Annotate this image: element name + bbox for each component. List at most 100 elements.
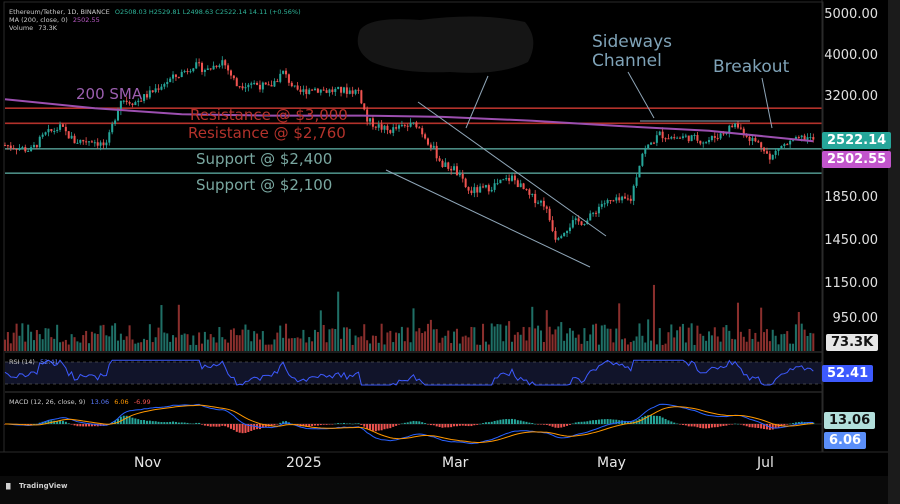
volume-bar (85, 330, 88, 351)
macd-histogram-bar (453, 424, 456, 427)
volume-bar (273, 339, 276, 351)
volume-bar (163, 332, 166, 351)
candle-body (143, 94, 146, 101)
volume-bar (241, 329, 244, 351)
volume-bar (180, 334, 183, 351)
volume-bar (789, 343, 792, 351)
macd-histogram-bar (522, 421, 525, 424)
candle-body (621, 196, 624, 201)
candle-body (200, 62, 204, 72)
rsi-band (5, 362, 822, 384)
candle-body (140, 100, 143, 102)
macd-histogram-bar (229, 424, 232, 429)
macd-histogram-bar (322, 424, 325, 425)
volume-bar (748, 328, 751, 351)
candle-body (389, 130, 392, 133)
candle-body (676, 137, 679, 139)
macd-histogram-bar (82, 424, 85, 427)
candle-body (502, 179, 505, 181)
arrow-redacted (465, 75, 489, 129)
macd-histogram-bar (493, 420, 496, 424)
candle-body (687, 135, 690, 142)
macd-histogram-bar (690, 424, 693, 427)
volume-bar (421, 333, 424, 351)
macd-histogram-bar (577, 421, 580, 424)
macd-histogram-bar (47, 420, 50, 424)
candle-body (716, 137, 719, 139)
candle-body (667, 138, 670, 140)
macd-histogram-bar (707, 424, 711, 429)
macd-histogram-bar (308, 424, 311, 427)
macd-histogram-bar (357, 423, 360, 424)
macd-histogram-bar (499, 419, 502, 424)
macd-histogram-bar (742, 424, 745, 426)
candle-body (24, 147, 27, 152)
signal-badge: 6.06 (824, 432, 867, 449)
volume-bar (496, 324, 499, 351)
candle-body (383, 125, 386, 130)
candle-body (331, 89, 334, 92)
volume-bar (82, 335, 85, 351)
volume-bar (583, 328, 586, 351)
candle-body (108, 132, 111, 143)
candle-body (806, 137, 809, 140)
macd-histogram-bar (609, 419, 612, 424)
macd-histogram-bar (157, 421, 160, 424)
volume-bar (647, 319, 650, 351)
macd-histogram-bar (345, 423, 348, 425)
candle-body (426, 138, 429, 145)
candle-body (482, 186, 485, 188)
macd-histogram-bar (783, 424, 786, 426)
macd-histogram-bar (67, 423, 70, 424)
candle-body (531, 193, 534, 195)
volume-bar (406, 327, 409, 351)
volume-bar (24, 341, 27, 351)
date-jul: Jul (757, 455, 774, 471)
annotation-support-2400: Support @ $2,400 (196, 150, 333, 168)
macd-histogram-bar (473, 424, 476, 426)
candle-body (513, 175, 516, 181)
volume-bar (429, 319, 432, 351)
volume-bar (253, 331, 256, 351)
candle-body (679, 137, 682, 139)
macd-histogram-bar (154, 421, 157, 424)
macd-histogram-bar (174, 421, 177, 424)
macd-histogram-bar (644, 415, 647, 424)
macd-histogram-bar (302, 424, 305, 427)
candle-body (311, 89, 314, 91)
macd-histogram-bar (35, 423, 38, 425)
volume-bar (557, 326, 560, 351)
volume-bar (6, 332, 9, 351)
macd-histogram-bar (313, 424, 317, 426)
macd-histogram-bar (160, 422, 163, 424)
candle-body (119, 100, 122, 111)
volume-bar (258, 339, 261, 351)
macd-histogram-bar (305, 424, 308, 427)
volume-bar (366, 340, 369, 351)
candle-body (131, 103, 134, 106)
candle-body (27, 150, 30, 152)
candle-body (9, 145, 12, 148)
macd-histogram-bar (595, 420, 598, 424)
volume-bar (99, 325, 102, 351)
candle-body (279, 73, 282, 82)
macd-histogram-bar (464, 424, 467, 426)
candle-body (203, 69, 206, 72)
volume-bar (374, 335, 377, 351)
annotation-sideways-channel: Sideways Channel (592, 32, 673, 71)
price-tick-950: 950.00 (832, 311, 879, 326)
macd-histogram-bar (400, 423, 403, 425)
volume-bar (134, 343, 137, 351)
volume-bar (739, 331, 742, 351)
volume-bar (432, 329, 435, 351)
candle-body (424, 134, 427, 139)
volume-bar (334, 329, 337, 351)
macd-info: MACD (12, 26, close, 9) 13.06 6.06 -6.99 (9, 398, 151, 406)
candle-body (734, 123, 737, 128)
candle-body (96, 142, 99, 146)
macd-histogram-bar (238, 424, 241, 433)
volume-bar (641, 335, 644, 351)
volume-bar (655, 344, 658, 351)
candle-body (792, 140, 795, 142)
